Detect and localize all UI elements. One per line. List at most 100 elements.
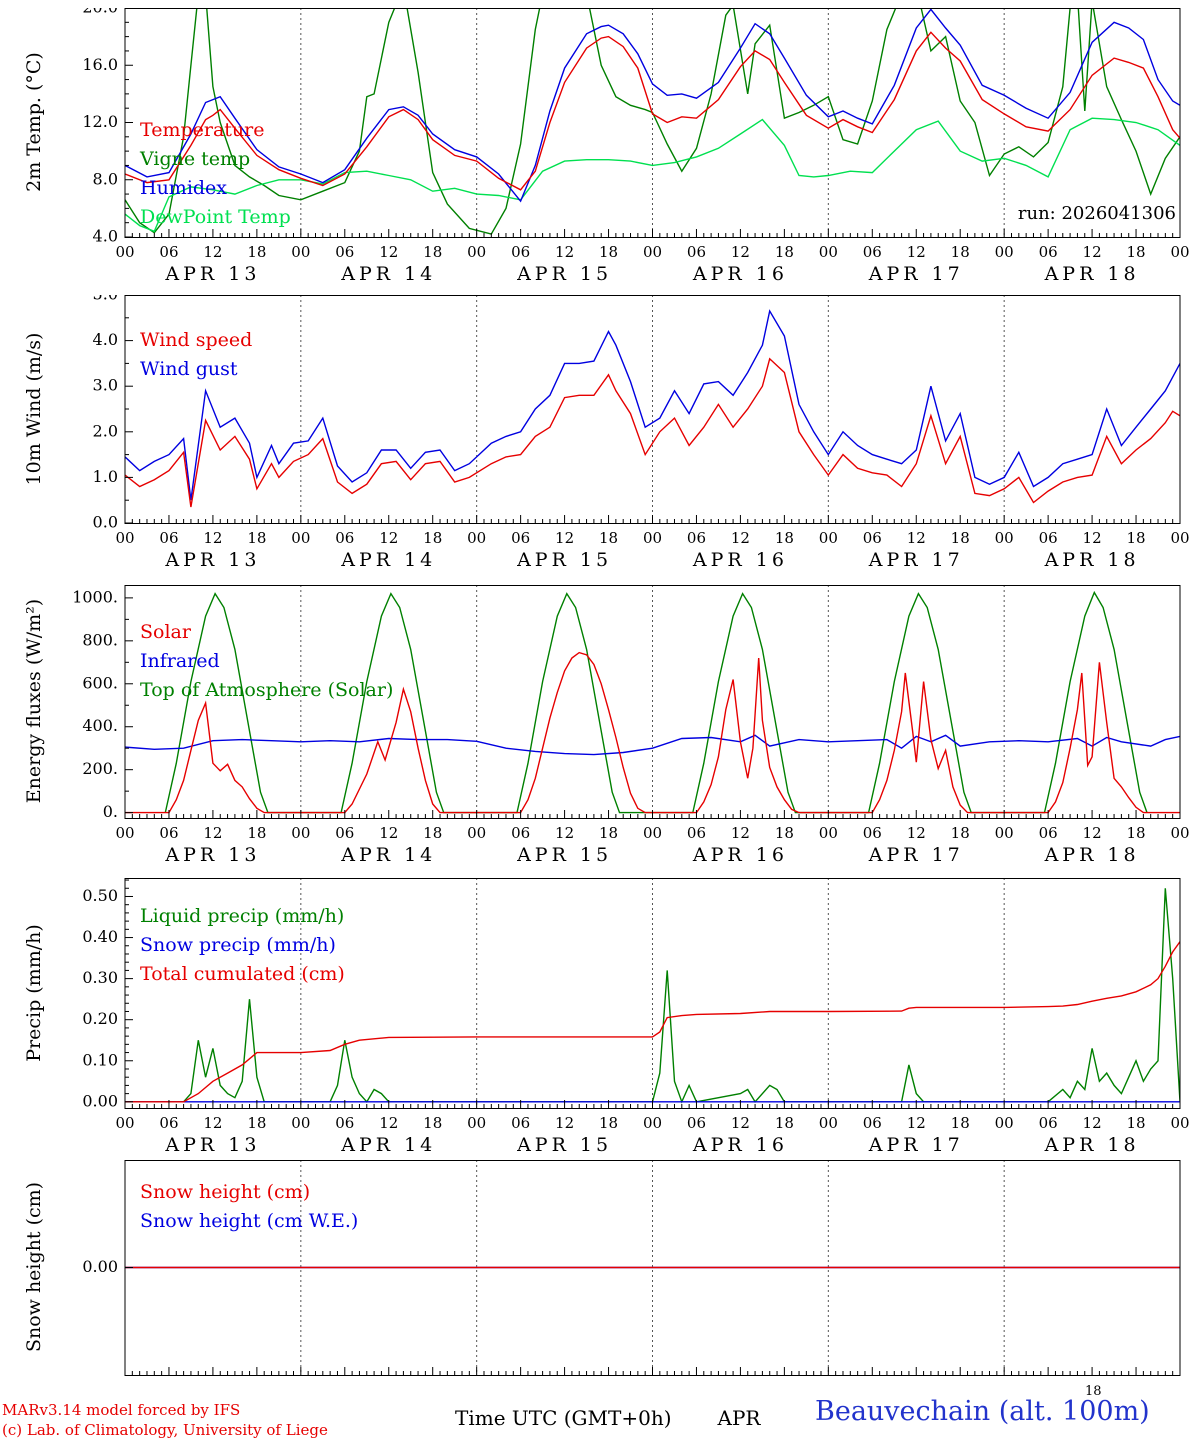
x-tick-label: 18 (599, 243, 618, 261)
x-tick-label: 12 (1083, 243, 1102, 261)
legend-item-total-cumulated: Total cumulated (cm) (140, 963, 345, 985)
y-tick-label: 600. (82, 673, 118, 692)
footer-time-axis-label: Time UTC (GMT+0h) APR (455, 1406, 806, 1430)
x-tick-label: 12 (379, 243, 398, 261)
x-tick-label: 00 (643, 529, 662, 547)
day-label: APR 15 (516, 263, 612, 283)
footer-credit-line2: (c) Lab. of Climatology, University of L… (2, 1421, 328, 1440)
wind-panel-chart: 0.0 1.0 2.0 3.0 4.0 5.0 00 06 12 18 00 06 12 18 00 06 12… (93, 295, 1190, 569)
y-tick-label: 3.0 (93, 376, 118, 395)
day-label: APR 16 (692, 263, 788, 283)
x-tick-label: 06 (511, 824, 530, 842)
legend-item-vigne-temp: Vigne temp (140, 148, 251, 170)
x-tick-label: 12 (203, 824, 222, 842)
series-wind-speed-line (125, 357, 1180, 508)
x-tick-label: 00 (1170, 243, 1189, 261)
x-tick-label: 12 (379, 529, 398, 547)
x-tick-label: 12 (907, 824, 926, 842)
day-label: APR 15 (516, 549, 612, 569)
day-label: APR 16 (692, 1134, 788, 1154)
x-tick-label: 00 (995, 529, 1014, 547)
x-tick-label: 18 (247, 243, 266, 261)
y-tick-label: 1000. (72, 587, 118, 606)
x-tick-label: 12 (1083, 529, 1102, 547)
x-tick-label: 06 (863, 529, 882, 547)
x-tick-label: 00 (643, 1114, 662, 1132)
x-tick-label: 00 (1170, 824, 1189, 842)
y-axis-label-precip: Precip (mm/h) (23, 924, 45, 1062)
x-tick-label: 00 (115, 824, 134, 842)
x-tick-label: 00 (467, 529, 486, 547)
series-humidex-line (125, 8, 1180, 203)
x-tick-label: 00 (643, 824, 662, 842)
x-tick-label: 18 (247, 824, 266, 842)
x-tick-label: 12 (731, 1114, 750, 1132)
midnight-gridlines (300, 1160, 1005, 1375)
precip-panel-chart: 0.00 0.10 0.20 0.30 0.40 0.50 00 06 12 18 00 06 12 18… (82, 878, 1190, 1154)
x-tick-label: 00 (115, 1114, 134, 1132)
x-tick-label: 06 (863, 1114, 882, 1132)
axis-ticks (124, 8, 1181, 238)
x-tick-label: 00 (819, 529, 838, 547)
x-tick-label: 06 (511, 243, 530, 261)
x-tick-label: 12 (731, 243, 750, 261)
legend-item-snow-height-we: Snow height (cm W.E.) (140, 1210, 359, 1232)
y-tick-label: 0.40 (82, 927, 118, 946)
day-label: APR 13 (164, 844, 260, 864)
x-tick-label: 00 (995, 243, 1014, 261)
legend-item-liquid-precip: Liquid precip (mm/h) (140, 905, 345, 927)
y-tick-label: 2.0 (93, 421, 118, 440)
midnight-gridlines (300, 8, 1005, 237)
x-tick-label: 06 (863, 243, 882, 261)
legend-energy-panel: Solar Infrared Top of Atmosphere (Solar) (140, 618, 393, 705)
series-solar-line (125, 651, 1180, 814)
x-tick-label: 18 (423, 243, 442, 261)
x-tick-label: 12 (907, 529, 926, 547)
day-label: APR 18 (1044, 844, 1140, 864)
x-tick-label: 18 (775, 243, 794, 261)
x-tick-label: 18 (599, 824, 618, 842)
x-tick-label: 18 (951, 824, 970, 842)
plot-border (124, 878, 1181, 1109)
y-tick-label: 1.0 (93, 467, 118, 486)
x-tick-label: 06 (1039, 824, 1058, 842)
legend-precip-panel: Liquid precip (mm/h) Snow precip (mm/h) … (140, 902, 345, 989)
x-tick-label: 18 (423, 1114, 442, 1132)
x-tick-label: 06 (687, 824, 706, 842)
series-vigne-temp-line (125, 8, 1180, 235)
x-tick-label: 18 (951, 243, 970, 261)
x-tick-label: 18 (599, 529, 618, 547)
x-tick-label: 12 (555, 243, 574, 261)
x-tick-label: 12 (555, 1114, 574, 1132)
x-tick-label: 00 (995, 824, 1014, 842)
x-tick-label: 00 (291, 824, 310, 842)
day-label: APR 14 (340, 549, 436, 569)
x-tick-label: 12 (907, 243, 926, 261)
x-tick-label: 00 (291, 243, 310, 261)
day-label: APR 13 (164, 263, 260, 283)
day-label: APR 18 (1044, 1134, 1140, 1154)
day-label: APR 15 (516, 1134, 612, 1154)
x-tick-label: 18 (423, 824, 442, 842)
day-label: APR 16 (692, 549, 788, 569)
day-label: APR 15 (516, 844, 612, 864)
day-label: APR 16 (692, 844, 788, 864)
day-label: APR 13 (164, 1134, 260, 1154)
x-tick-label: 06 (335, 243, 354, 261)
time-utc-label: Time UTC (GMT+0h) (455, 1406, 672, 1430)
snow-panel-chart: 0.00 (82, 1160, 1181, 1376)
x-tick-label: 06 (335, 1114, 354, 1132)
x-tick-label: 18 (247, 1114, 266, 1132)
legend-item-dewpoint-temp: DewPoint Temp (140, 206, 291, 228)
x-tick-label: 00 (643, 243, 662, 261)
x-tick-label: 06 (335, 824, 354, 842)
x-tick-label: 18 (775, 529, 794, 547)
y-tick-label: 5.0 (93, 295, 118, 304)
legend-item-toa-solar: Top of Atmosphere (Solar) (140, 679, 394, 701)
x-tick-label: 18 (951, 529, 970, 547)
footer-credit-line1: MARv3.14 model forced by IFS (2, 1401, 241, 1419)
x-tick-label: 12 (203, 243, 222, 261)
x-tick-label: 18 (599, 1114, 618, 1132)
midnight-gridlines (300, 585, 1005, 818)
x-tick-label: 00 (467, 243, 486, 261)
